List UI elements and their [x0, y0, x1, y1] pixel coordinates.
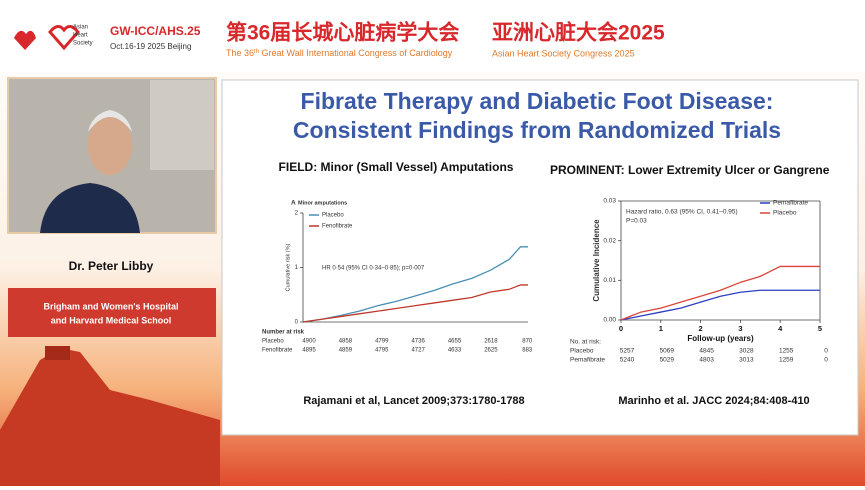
- risk-value: 4655: [448, 339, 462, 345]
- curve: [620, 265, 820, 321]
- risk-value: 1259: [779, 357, 794, 364]
- great-wall: [0, 348, 220, 486]
- risk-row-name: Placebo: [570, 348, 594, 355]
- annotation: P=0.03: [626, 218, 647, 225]
- x-axis-label: Follow-up (years): [687, 334, 754, 343]
- event-dates: Oct.16-19 2025 Beijing: [110, 42, 191, 51]
- y-axis-label: Cumulative risk (%): [285, 244, 291, 292]
- title-cn: 亚洲心脏大会2025: [492, 21, 665, 45]
- subtitle: The 36th Great Wall International Congre…: [226, 48, 453, 58]
- title-cn: 第36届长城心脏病学大会: [226, 21, 459, 45]
- video-background: [150, 80, 214, 170]
- y-tick-label: 0: [295, 320, 299, 326]
- y-tick-label: 1: [295, 265, 299, 271]
- legend-label: Pemafibrate: [773, 200, 808, 207]
- risk-value: 4858: [339, 339, 353, 345]
- logo-ahs: [48, 25, 80, 51]
- event-code: GW-ICC/AHS.25: [110, 24, 201, 38]
- risk-value: 4859: [339, 348, 353, 354]
- legend-label: Placebo: [773, 210, 797, 217]
- risk-value: 5029: [660, 357, 675, 364]
- logo-gw: [14, 30, 36, 50]
- society-name: Asian: [73, 25, 88, 31]
- risk-value: 4803: [699, 357, 714, 364]
- risk-value: 2625: [484, 348, 498, 354]
- x-tick-label: 0: [619, 324, 623, 333]
- risk-value: 1255: [779, 348, 794, 355]
- risk-value: 4799: [375, 339, 389, 345]
- x-tick-label: 3: [738, 324, 742, 333]
- risk-value: 870: [522, 339, 533, 345]
- risk-row-name: Fenofibrate: [262, 348, 293, 354]
- y-tick-label: 0.03: [603, 198, 616, 205]
- y-tick-label: 0.01: [603, 277, 616, 284]
- subtitle: Asian Heart Society Congress 2025: [492, 48, 635, 58]
- risk-value: 0: [824, 348, 828, 355]
- risk-row-name: Placebo: [262, 339, 284, 345]
- risk-value: 5069: [660, 348, 675, 355]
- speaker-name: Dr. Peter Libby: [69, 259, 154, 273]
- y-tick-label: 0.00: [603, 317, 616, 324]
- risk-value: 5257: [620, 348, 635, 355]
- legend-label: Fenofibrate: [322, 224, 353, 230]
- society-name: Heart: [73, 33, 88, 39]
- risk-value: 0: [824, 357, 828, 364]
- speaker-hair: [88, 110, 132, 132]
- speaker-head: [88, 115, 132, 175]
- annotation: Hazard ratio, 0.63 (95% CI, 0.41–0.95): [626, 209, 738, 216]
- curve: [302, 284, 528, 323]
- curve: [620, 289, 820, 321]
- risk-value: 4633: [448, 348, 462, 354]
- panel-label: A: [291, 200, 296, 207]
- risk-value: 4900: [302, 339, 316, 345]
- y-tick-label: 0.02: [603, 237, 616, 244]
- risk-value: 2618: [484, 339, 498, 345]
- risk-value: 4727: [411, 348, 425, 354]
- plot-title: Minor amputations: [298, 200, 347, 206]
- y-tick-label: 2: [295, 211, 299, 217]
- header-bar: [0, 0, 865, 72]
- risk-value: 3028: [739, 348, 754, 355]
- citation: Rajamani et al, Lancet 2009;373:1780-178…: [303, 395, 524, 407]
- x-tick-label: 4: [778, 324, 783, 333]
- wall-tower: [45, 346, 70, 360]
- speaker-body: [40, 183, 140, 233]
- slide-title: Fibrate Therapy and Diabetic Foot Diseas…: [301, 88, 774, 114]
- annotation: HR 0·54 (95% CI 0·34–0·85); p=0·007: [322, 266, 425, 272]
- risk-value: 4845: [699, 348, 714, 355]
- affiliation: Brigham and Women's Hospital: [44, 301, 179, 311]
- risk-row-name: Pemafibrate: [570, 357, 605, 364]
- risk-table-label: No. at risk:: [570, 339, 601, 346]
- citation: Marinho et al. JACC 2024;84:408-410: [618, 395, 809, 407]
- affiliation-box: [8, 288, 216, 337]
- x-tick-label: 1: [659, 324, 663, 333]
- y-axis-label: Cumulative Incidence: [592, 219, 601, 302]
- risk-table-label: Number at risk: [262, 330, 305, 336]
- risk-value: 5240: [620, 357, 635, 364]
- risk-value: 4795: [375, 348, 389, 354]
- affiliation: and Harvard Medical School: [51, 315, 172, 325]
- panel-heading: FIELD: Minor (Small Vessel) Amputations: [279, 160, 514, 174]
- society-name: Society: [73, 41, 93, 47]
- risk-value: 883: [522, 348, 533, 354]
- x-tick-label: 5: [818, 324, 822, 333]
- risk-value: 3013: [739, 357, 754, 364]
- x-tick-label: 2: [699, 324, 703, 333]
- slide: [221, 79, 859, 436]
- risk-value: 4895: [302, 348, 316, 354]
- curve: [302, 246, 528, 323]
- legend-label: Placebo: [322, 213, 344, 219]
- slide-title: Consistent Findings from Randomized Tria…: [293, 117, 781, 143]
- risk-value: 4736: [411, 339, 425, 345]
- panel-heading: PROMINENT: Lower Extremity Ulcer or Gang…: [550, 163, 830, 177]
